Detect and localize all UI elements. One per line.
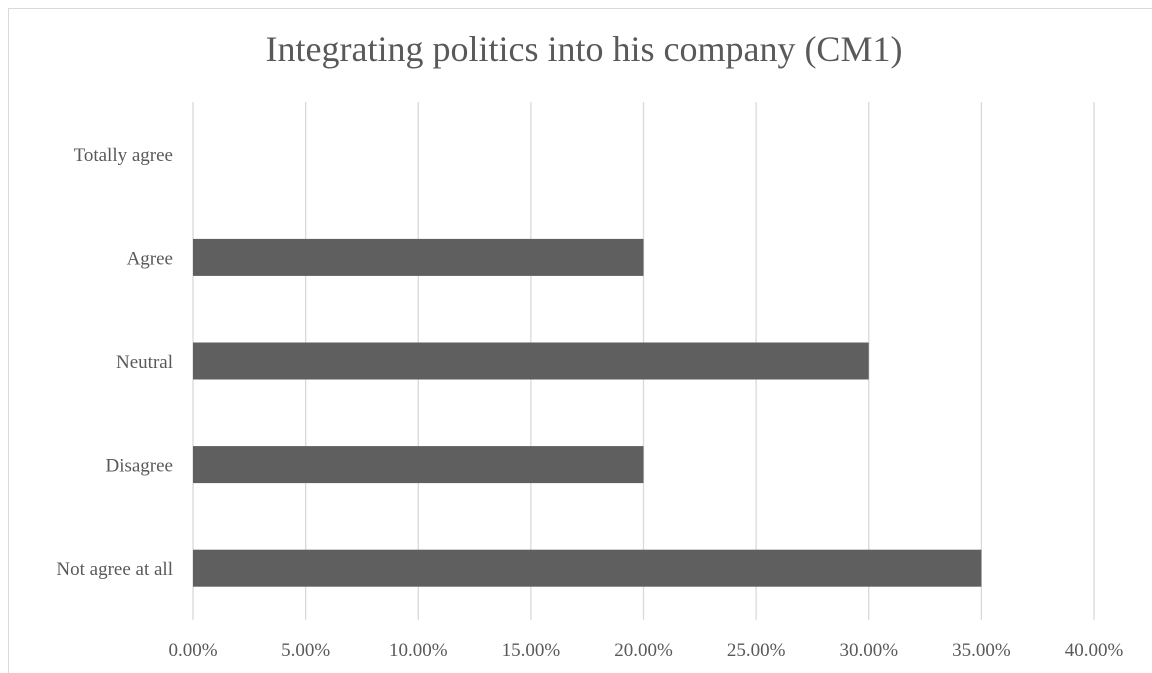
x-tick-label: 35.00% — [952, 640, 1011, 661]
category-label: Neutral — [116, 352, 173, 373]
bar-disagree — [193, 446, 644, 484]
x-tick-label: 10.00% — [389, 640, 448, 661]
chart-title: Integrating politics into his company (C… — [265, 29, 903, 69]
category-label: Not agree at all — [56, 559, 173, 580]
x-tick-label: 25.00% — [727, 640, 786, 661]
category-label: Totally agree — [74, 145, 173, 166]
x-tick-labels: 0.00% 5.00% 10.00% 15.00% 20.00% 25.00% 30.00%… — [168, 640, 1123, 661]
bar-neutral — [193, 342, 869, 380]
bar-not-agree-at-all — [193, 549, 982, 587]
x-tick-label: 0.00% — [168, 640, 217, 661]
bars — [193, 238, 982, 587]
category-labels: Totally agree Agree Neutral Disagree Not agr… — [56, 145, 173, 580]
x-tick-label: 30.00% — [839, 640, 898, 661]
bar-agree — [193, 238, 644, 276]
x-tick-label: 15.00% — [502, 640, 561, 661]
category-label: Disagree — [105, 456, 173, 477]
category-label: Agree — [127, 248, 173, 269]
x-tick-label: 40.00% — [1065, 640, 1124, 661]
x-tick-label: 5.00% — [281, 640, 330, 661]
x-tick-label: 20.00% — [614, 640, 673, 661]
